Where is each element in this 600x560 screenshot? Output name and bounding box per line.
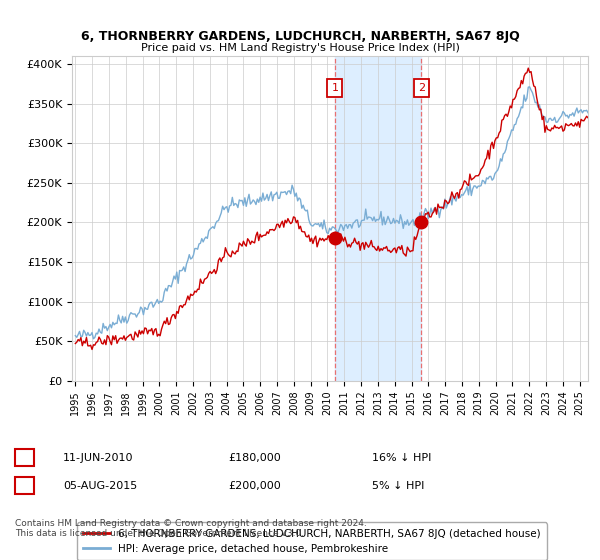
Text: 1: 1 (331, 83, 338, 93)
Text: 11-JUN-2010: 11-JUN-2010 (63, 452, 133, 463)
Text: Price paid vs. HM Land Registry's House Price Index (HPI): Price paid vs. HM Land Registry's House … (140, 43, 460, 53)
Text: 2: 2 (418, 83, 425, 93)
Text: 2: 2 (20, 479, 29, 492)
Bar (335, 56, 421, 381)
Text: Contains HM Land Registry data © Crown copyright and database right 2024.: Contains HM Land Registry data © Crown c… (15, 519, 367, 528)
Text: 16% ↓ HPI: 16% ↓ HPI (372, 452, 431, 463)
Text: 5% ↓ HPI: 5% ↓ HPI (372, 480, 424, 491)
Text: 6, THORNBERRY GARDENS, LUDCHURCH, NARBERTH, SA67 8JQ: 6, THORNBERRY GARDENS, LUDCHURCH, NARBER… (80, 30, 520, 43)
Text: This data is licensed under the Open Government Licence v3.0.: This data is licensed under the Open Gov… (15, 529, 304, 538)
Text: £180,000: £180,000 (228, 452, 281, 463)
Text: 1: 1 (20, 451, 29, 464)
Text: £200,000: £200,000 (228, 480, 281, 491)
Text: 05-AUG-2015: 05-AUG-2015 (63, 480, 137, 491)
Legend: 6, THORNBERRY GARDENS, LUDCHURCH, NARBERTH, SA67 8JQ (detached house), HPI: Aver: 6, THORNBERRY GARDENS, LUDCHURCH, NARBER… (77, 522, 547, 560)
